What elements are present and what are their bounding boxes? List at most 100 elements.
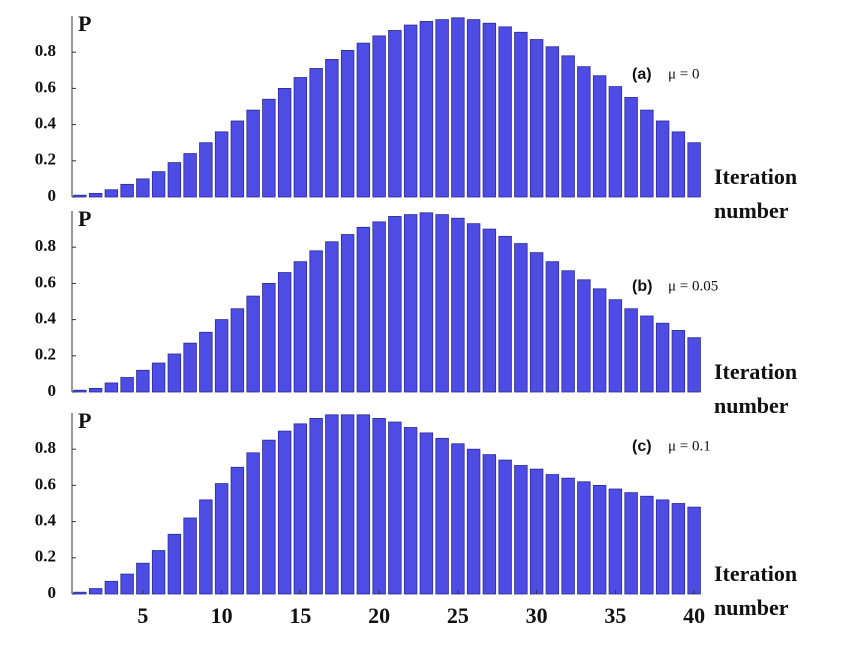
- bar: [356, 226, 371, 393]
- y-tick-label: 0.6: [35, 474, 56, 493]
- bar: [640, 315, 654, 393]
- x-tick-label: 10: [211, 603, 233, 628]
- bar: [262, 98, 276, 198]
- bar: [640, 109, 654, 198]
- y-tick-label: 0.8: [35, 236, 56, 255]
- bar: [183, 153, 197, 198]
- x-tick-label: 20: [368, 603, 390, 628]
- bar: [167, 353, 182, 393]
- bar: [687, 142, 701, 198]
- y-tick-label: 0.8: [35, 41, 56, 60]
- bar: [151, 171, 166, 198]
- bar: [104, 189, 119, 198]
- bar: [262, 439, 276, 595]
- bar: [419, 21, 434, 198]
- bar: [592, 484, 607, 595]
- bar: [293, 423, 308, 595]
- bar: [73, 194, 87, 198]
- bar: [151, 550, 166, 595]
- bar: [608, 299, 623, 393]
- bar: [624, 97, 638, 198]
- bar: [309, 250, 323, 393]
- bar: [561, 270, 575, 393]
- bar: [214, 319, 229, 393]
- bar: [687, 506, 701, 595]
- bar: [325, 241, 339, 393]
- y-axis-label: P: [78, 206, 91, 231]
- bar: [466, 223, 481, 393]
- y-tick-label: 0.2: [35, 547, 56, 566]
- bar: [183, 517, 197, 595]
- bar: [136, 369, 150, 393]
- parameter-label: μ = 0.05: [668, 278, 718, 294]
- x-axis-label: Iteration number: [714, 164, 797, 223]
- bar: [151, 362, 166, 393]
- bar: [230, 120, 245, 198]
- y-tick-label: 0.2: [35, 150, 56, 169]
- bar: [199, 499, 213, 595]
- bar: [199, 142, 213, 198]
- bar: [451, 443, 465, 595]
- bar: [104, 382, 119, 393]
- bar: [356, 414, 371, 595]
- bar: [561, 55, 575, 198]
- bar: [466, 19, 481, 198]
- bar: [120, 573, 134, 595]
- bar: [671, 503, 686, 595]
- bar: [136, 178, 150, 198]
- bar: [246, 295, 260, 393]
- bar: [356, 42, 371, 198]
- x-tick-label: 40: [683, 603, 705, 628]
- x-tick-label: 35: [604, 603, 626, 628]
- y-axis-label: P: [78, 408, 91, 433]
- bar: [466, 448, 481, 595]
- x-tick-label: 25: [447, 603, 469, 628]
- y-tick-label: 0.2: [35, 345, 56, 364]
- bar: [577, 279, 591, 393]
- bar: [277, 88, 292, 198]
- bar: [167, 533, 182, 595]
- y-tick-label: 0.4: [35, 309, 57, 328]
- bar: [514, 31, 528, 198]
- y-tick-label: 0.6: [35, 272, 56, 291]
- bar: [120, 377, 134, 393]
- y-axis-label: P: [78, 11, 91, 36]
- bar: [640, 495, 654, 595]
- bar: [325, 414, 339, 595]
- bar: [451, 217, 465, 393]
- bar: [529, 468, 544, 595]
- bar: [230, 466, 245, 595]
- bar: [388, 30, 402, 198]
- bar: [435, 19, 449, 198]
- bar: [655, 322, 670, 393]
- bar: [592, 288, 607, 393]
- bar: [577, 481, 591, 595]
- bar: [498, 26, 512, 198]
- bar: [388, 216, 402, 393]
- bar: [372, 418, 386, 595]
- bar: [136, 562, 150, 595]
- x-tick-label: 15: [289, 603, 311, 628]
- bar: [340, 49, 355, 198]
- panel-label: (a): [632, 66, 652, 83]
- parameter-label: μ = 0.1: [668, 438, 711, 454]
- bar: [372, 35, 386, 198]
- bar: [577, 66, 591, 198]
- y-tick-label: 0.4: [35, 511, 57, 530]
- bar: [388, 421, 402, 595]
- x-tick-label: 5: [137, 603, 148, 628]
- bar: [325, 59, 339, 198]
- bar: [419, 432, 434, 595]
- bar: [88, 387, 103, 393]
- y-tick-label: 0: [48, 381, 57, 400]
- bar: [655, 120, 670, 198]
- bar: [230, 308, 245, 393]
- bar: [529, 252, 544, 393]
- y-tick-label: 0.4: [35, 114, 57, 133]
- bar: [435, 437, 449, 595]
- bar: [340, 414, 355, 595]
- bar: [104, 580, 119, 595]
- panel-label: (b): [632, 278, 652, 295]
- bar: [545, 474, 560, 595]
